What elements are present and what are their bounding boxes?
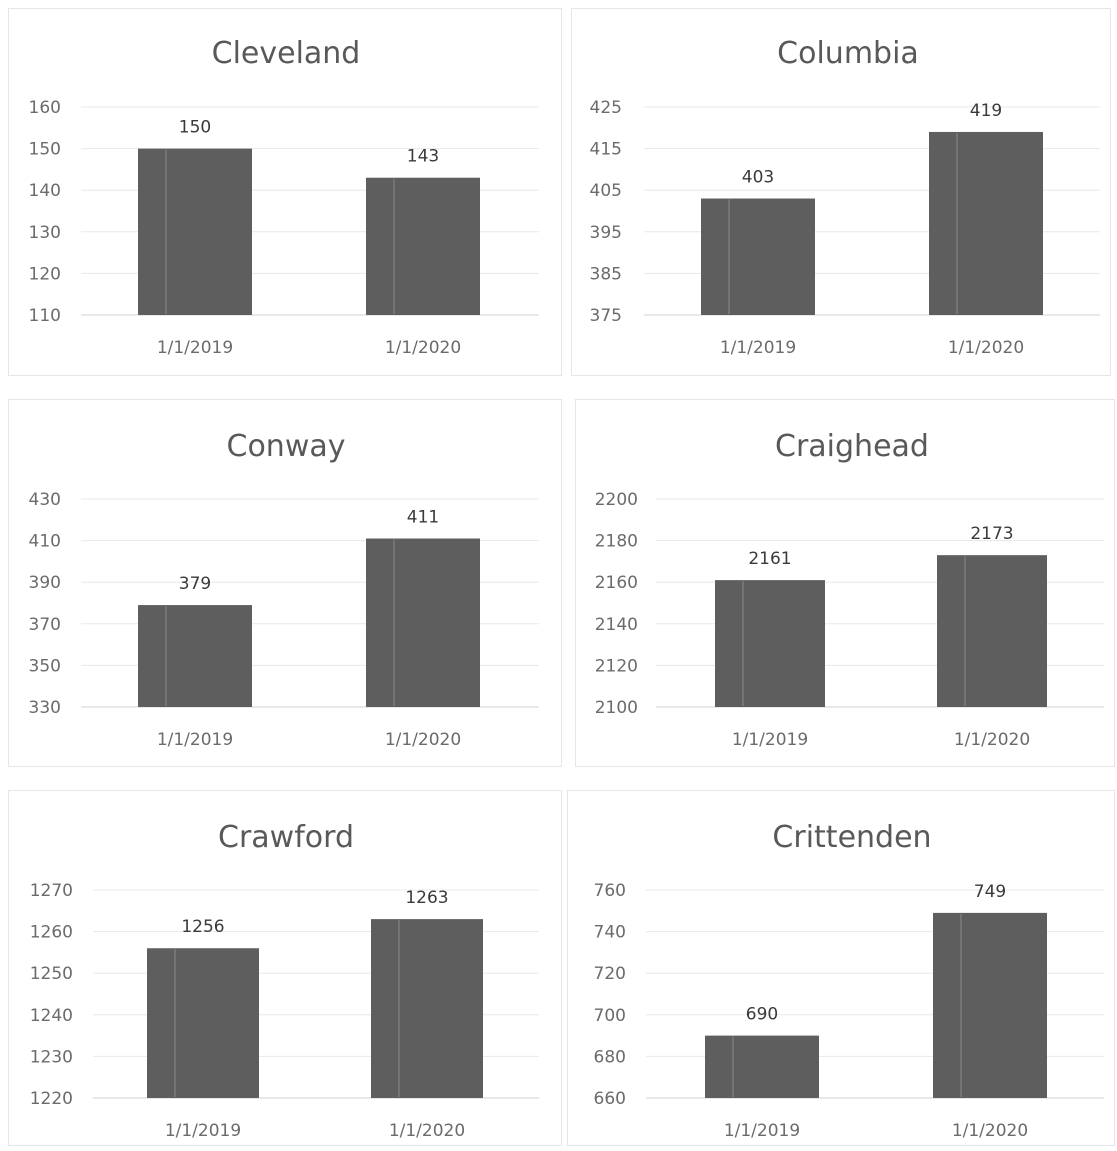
chart-panel-columbia: Columbia 375 385 395 405 415 425 403 1/1/2019 419… [571, 8, 1111, 376]
bar-1-1-2019 [715, 580, 825, 707]
y-tick-label: 390 [29, 573, 61, 593]
y-tick-label: 2180 [595, 532, 638, 552]
bar-1-1-2020 [933, 912, 1047, 1098]
x-category-label: 1/1/2020 [385, 730, 461, 750]
data-label: 749 [974, 882, 1006, 902]
data-label: 1263 [405, 888, 448, 908]
y-tick-label: 1240 [30, 1006, 73, 1026]
chart-svg-conway: Conway 330 350 370 390 410 430 379 1/1/2019 411 1/… [29, 429, 539, 750]
y-tick-label: 395 [590, 223, 622, 243]
chart-svg-crittenden: Crittenden 660 680 700 720 740 760 690 1/1/2019 7… [594, 820, 1104, 1141]
x-category-label: 1/1/2019 [157, 338, 233, 358]
data-label: 150 [179, 118, 211, 138]
y-tick-label: 1250 [30, 964, 73, 984]
y-tick-label: 410 [29, 532, 61, 552]
data-label: 419 [970, 101, 1002, 121]
chart-svg-craighead: Craighead 2100 2120 2140 2160 2180 2200 2161 1/1… [595, 429, 1104, 750]
x-category-label: 1/1/2020 [954, 730, 1030, 750]
y-tick-label: 150 [29, 140, 61, 160]
data-label: 403 [742, 168, 774, 188]
bar-1-1-2020 [929, 131, 1043, 315]
y-tick-label: 2120 [595, 656, 638, 676]
chart-title: Conway [227, 429, 346, 464]
x-category-label: 1/1/2020 [385, 338, 461, 358]
bar-1-1-2019 [138, 605, 252, 707]
x-category-label: 1/1/2020 [389, 1121, 465, 1141]
y-tick-label: 370 [29, 615, 61, 635]
chart-svg-columbia: Columbia 375 385 395 405 415 425 403 1/1/2019 419… [590, 36, 1100, 358]
chart-panel-cleveland: Cleveland 110 120 130 140 150 160 150 1/1/2019 14… [8, 8, 562, 376]
bar-1-1-2020 [366, 538, 480, 707]
y-tick-label: 425 [590, 98, 622, 118]
y-tick-label: 700 [594, 1006, 626, 1026]
chart-title: Craighead [775, 429, 929, 464]
y-tick-label: 2200 [595, 490, 638, 510]
x-category-label: 1/1/2019 [732, 730, 808, 750]
y-tick-label: 2160 [595, 573, 638, 593]
x-category-label: 1/1/2020 [952, 1121, 1028, 1141]
y-tick-label: 140 [29, 181, 61, 201]
x-category-label: 1/1/2019 [720, 338, 796, 358]
data-label: 1256 [181, 917, 224, 937]
y-tick-label: 720 [594, 964, 626, 984]
y-tick-label: 130 [29, 223, 61, 243]
bar-1-1-2019 [705, 1035, 819, 1098]
y-tick-label: 660 [594, 1089, 626, 1109]
chart-svg-crawford: Crawford 1220 1230 1240 1250 1260 1270 1256 1/1/… [30, 820, 539, 1141]
x-category-label: 1/1/2019 [724, 1121, 800, 1141]
data-label: 379 [179, 574, 211, 594]
bar-1-1-2020 [366, 177, 480, 315]
y-tick-label: 2100 [595, 698, 638, 718]
x-category-label: 1/1/2019 [157, 730, 233, 750]
bar-1-1-2020 [371, 919, 483, 1098]
y-tick-label: 740 [594, 923, 626, 943]
y-tick-label: 1270 [30, 881, 73, 901]
chart-title: Cleveland [212, 36, 361, 71]
x-category-label: 1/1/2020 [948, 338, 1024, 358]
chart-title: Crawford [218, 820, 354, 855]
chart-svg-cleveland: Cleveland 110 120 130 140 150 160 150 1/1/2019 14… [29, 36, 539, 358]
data-label: 690 [746, 1005, 778, 1025]
y-tick-label: 405 [590, 181, 622, 201]
y-tick-label: 1230 [30, 1047, 73, 1067]
y-tick-label: 680 [594, 1047, 626, 1067]
chart-panel-crawford: Crawford 1220 1230 1240 1250 1260 1270 1256 1/1/… [8, 790, 562, 1146]
bar-1-1-2019 [701, 198, 815, 315]
data-label: 143 [407, 147, 439, 167]
chart-panel-craighead: Craighead 2100 2120 2140 2160 2180 2200 2161 1/1… [575, 399, 1115, 767]
bar-1-1-2020 [937, 555, 1047, 707]
chart-panel-conway: Conway 330 350 370 390 410 430 379 1/1/2019 411 1/… [8, 399, 562, 767]
y-tick-label: 1220 [30, 1089, 73, 1109]
y-tick-label: 110 [29, 306, 61, 326]
y-tick-label: 430 [29, 490, 61, 510]
x-category-label: 1/1/2019 [165, 1121, 241, 1141]
data-label: 2161 [748, 549, 791, 569]
chart-title: Crittenden [772, 820, 931, 855]
y-tick-label: 330 [29, 698, 61, 718]
y-tick-label: 160 [29, 98, 61, 118]
chart-title: Columbia [777, 36, 919, 71]
y-tick-label: 1260 [30, 923, 73, 943]
y-tick-label: 760 [594, 881, 626, 901]
y-tick-label: 350 [29, 656, 61, 676]
y-tick-label: 2140 [595, 615, 638, 635]
chart-panel-crittenden: Crittenden 660 680 700 720 740 760 690 1/1/2019 7… [567, 790, 1115, 1146]
y-tick-label: 385 [590, 264, 622, 284]
y-tick-label: 415 [590, 140, 622, 160]
bar-1-1-2019 [147, 948, 259, 1098]
y-tick-label: 120 [29, 264, 61, 284]
bar-1-1-2019 [138, 148, 252, 315]
data-label: 411 [407, 508, 439, 528]
y-tick-label: 375 [590, 306, 622, 326]
data-label: 2173 [970, 524, 1013, 544]
